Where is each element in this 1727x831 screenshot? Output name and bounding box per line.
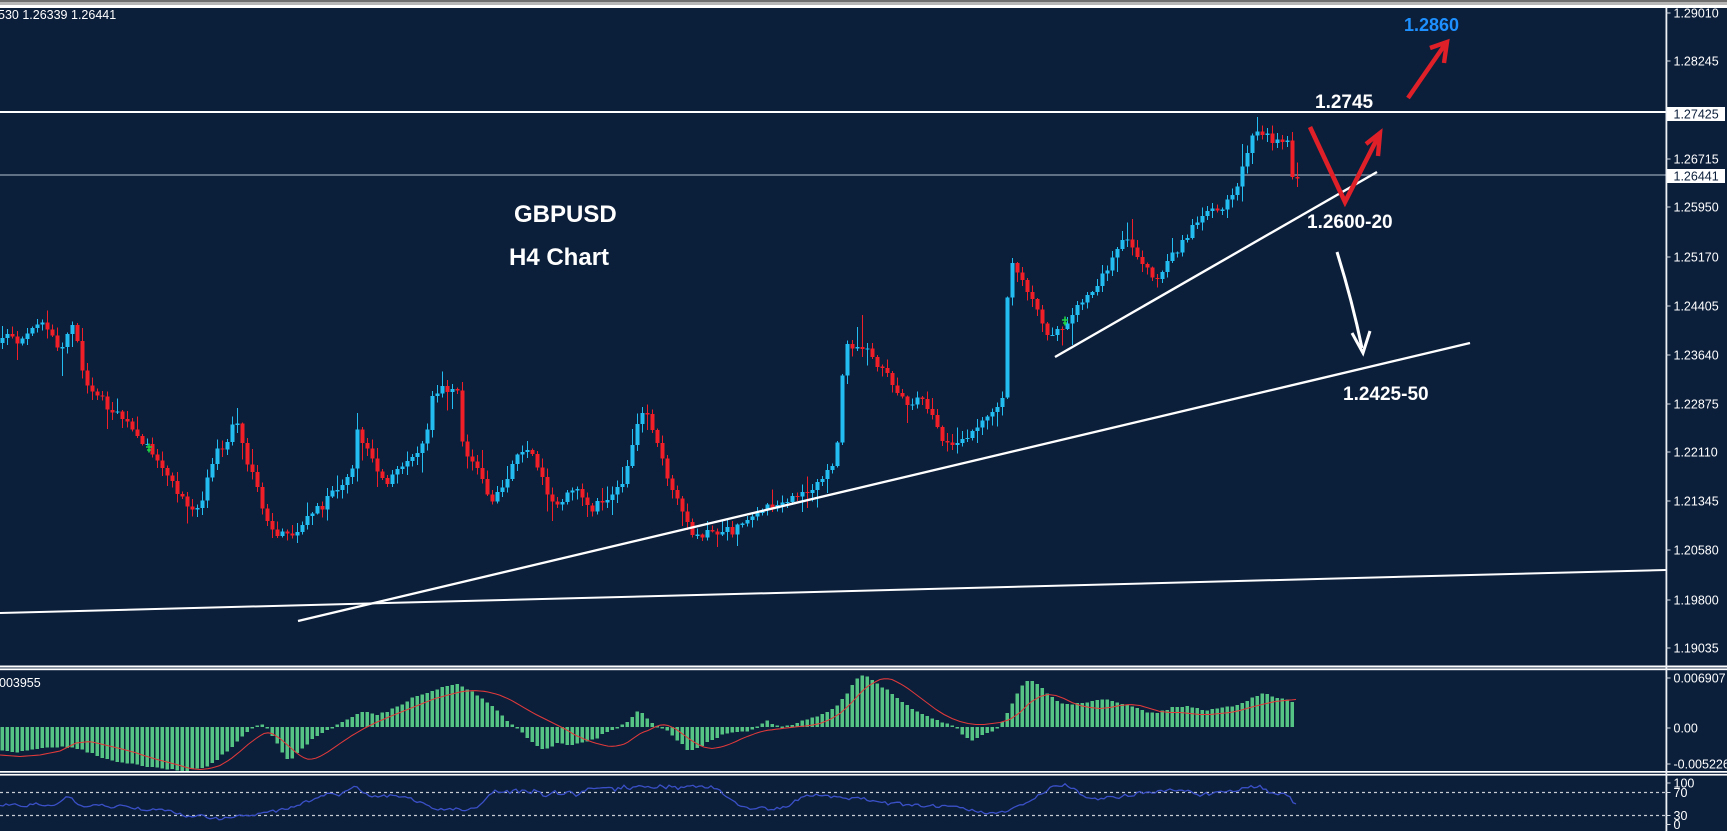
- svg-text:1.28245: 1.28245: [1674, 55, 1719, 69]
- svg-text:1.24405: 1.24405: [1674, 300, 1719, 314]
- svg-text:1.21345: 1.21345: [1674, 495, 1719, 509]
- svg-text:-0.005226: -0.005226: [1674, 758, 1727, 772]
- svg-text:1.20580: 1.20580: [1674, 544, 1719, 558]
- svg-text:0.00: 0.00: [1674, 722, 1698, 736]
- svg-text:1.26441: 1.26441: [1674, 170, 1719, 184]
- svg-text:1.25170: 1.25170: [1674, 251, 1719, 265]
- svg-text:GBPUSD: GBPUSD: [514, 201, 617, 228]
- svg-text:1.22875: 1.22875: [1674, 398, 1719, 412]
- svg-text:0: 0: [1674, 818, 1681, 831]
- svg-text:1.25950: 1.25950: [1674, 201, 1719, 215]
- svg-text:1.29010: 1.29010: [1674, 7, 1719, 21]
- svg-text:0.006907: 0.006907: [1674, 672, 1726, 686]
- svg-text:70: 70: [1674, 786, 1688, 800]
- svg-text:1.19800: 1.19800: [1674, 594, 1719, 608]
- svg-text:1.22110: 1.22110: [1674, 446, 1718, 460]
- svg-text:1.19035: 1.19035: [1674, 642, 1719, 656]
- svg-text:1.2600-20: 1.2600-20: [1307, 212, 1393, 233]
- svg-text:1.26715: 1.26715: [1674, 153, 1719, 167]
- svg-text:30: 30: [1674, 809, 1688, 823]
- svg-text:H4 Chart: H4 Chart: [509, 244, 609, 271]
- svg-text:1.2425-50: 1.2425-50: [1343, 384, 1429, 405]
- svg-text:530 1.26339 1.26441: 530 1.26339 1.26441: [0, 8, 116, 22]
- svg-text:100: 100: [1674, 777, 1695, 791]
- svg-text:1.2745: 1.2745: [1315, 92, 1374, 113]
- svg-text:1.23640: 1.23640: [1674, 349, 1719, 363]
- svg-text:003955: 003955: [0, 676, 41, 690]
- svg-text:1.27425: 1.27425: [1674, 108, 1719, 122]
- svg-text:1.2860: 1.2860: [1404, 15, 1459, 35]
